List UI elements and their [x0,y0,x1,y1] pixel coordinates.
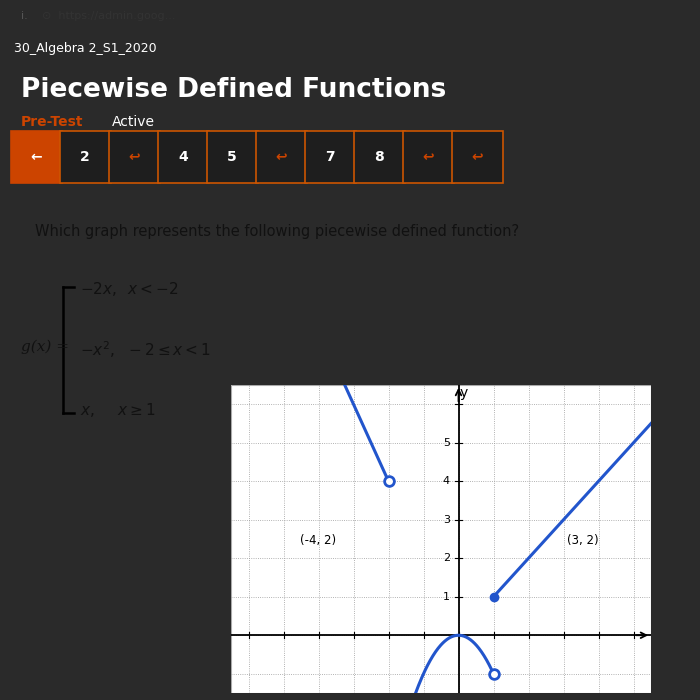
Text: Active: Active [112,115,155,129]
FancyBboxPatch shape [158,132,209,183]
FancyBboxPatch shape [354,132,405,183]
FancyBboxPatch shape [108,132,160,183]
Text: ↩: ↩ [422,150,434,164]
FancyBboxPatch shape [304,132,356,183]
Text: 5: 5 [228,150,237,164]
Text: ⊙  https://admin.goog...: ⊙ https://admin.goog... [42,10,176,21]
Text: $-x^2, \;\; -2 \leq x < 1$: $-x^2, \;\; -2 \leq x < 1$ [80,340,211,360]
Text: 1: 1 [442,592,449,602]
FancyBboxPatch shape [402,132,454,183]
FancyBboxPatch shape [452,132,503,183]
Text: (3, 2): (3, 2) [567,533,598,547]
Text: ↩: ↩ [275,150,287,164]
Text: ↩: ↩ [128,150,140,164]
Text: Which graph represents the following piecewise defined function?: Which graph represents the following pie… [35,224,519,239]
Text: i.: i. [21,10,28,21]
Text: ←: ← [30,150,42,164]
Text: Pre-Test: Pre-Test [21,115,83,129]
Text: $x, \;\;\;\;\; x \geq 1$: $x, \;\;\;\;\; x \geq 1$ [80,401,156,419]
Text: 8: 8 [374,150,384,164]
Text: 30_Algebra 2_S1_2020: 30_Algebra 2_S1_2020 [14,42,157,55]
FancyBboxPatch shape [206,132,258,183]
Text: Piecewise Defined Functions: Piecewise Defined Functions [21,76,447,103]
Text: (-4, 2): (-4, 2) [300,533,337,547]
Text: 2: 2 [80,150,90,164]
Text: 5: 5 [442,438,449,448]
FancyBboxPatch shape [60,132,111,183]
Text: 3: 3 [442,514,449,525]
FancyBboxPatch shape [256,132,307,183]
Text: 2: 2 [442,553,449,564]
FancyBboxPatch shape [10,132,62,183]
Text: g(x) =: g(x) = [21,340,69,354]
Text: ↩: ↩ [471,150,483,164]
Text: 4: 4 [442,476,449,486]
Text: y: y [460,386,468,400]
Text: 4: 4 [178,150,188,164]
Text: $-2x, \;\; x < -2$: $-2x, \;\; x < -2$ [80,280,178,298]
Text: 7: 7 [326,150,335,164]
